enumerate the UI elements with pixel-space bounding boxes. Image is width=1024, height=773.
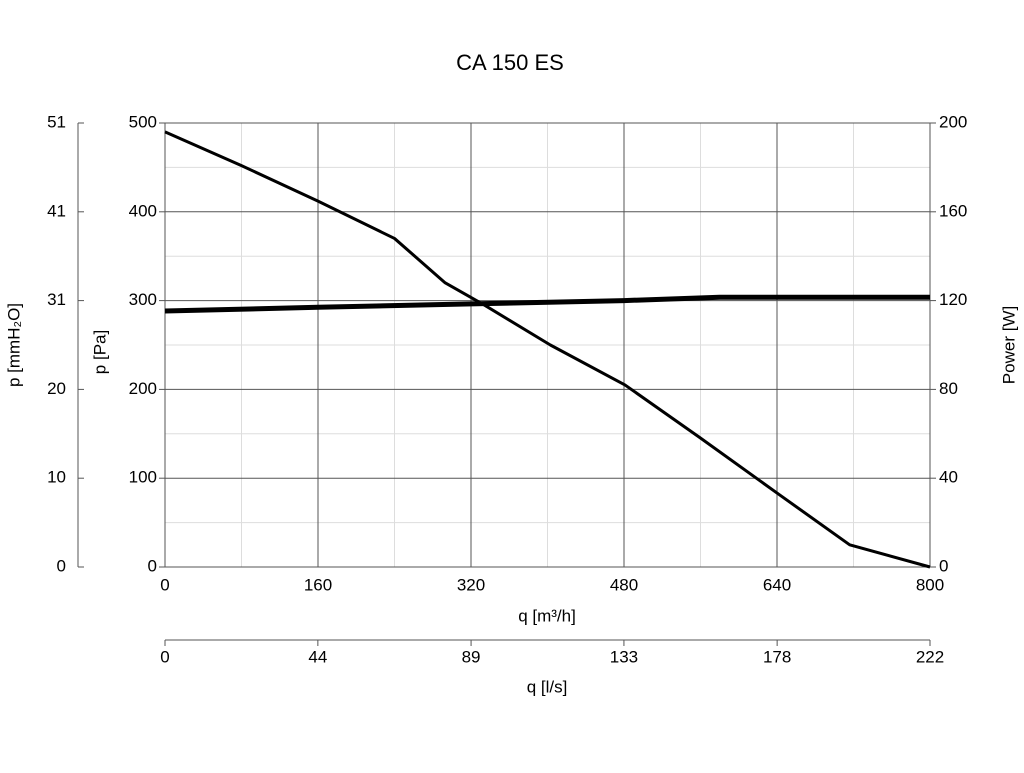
y3-tick-label: 10 xyxy=(47,468,66,487)
x-tick-label: 800 xyxy=(916,575,944,594)
x-tick-label: 160 xyxy=(304,575,332,594)
y-tick-label: 200 xyxy=(129,379,157,398)
y3-axis-label: p [mmH₂O] xyxy=(4,303,23,387)
y2-axis-label: Power [W] xyxy=(999,306,1018,384)
y-tick-label: 0 xyxy=(148,556,157,575)
y3-tick-label: 41 xyxy=(47,201,66,220)
y-tick-label: 400 xyxy=(129,201,157,220)
x2-tick-label: 133 xyxy=(610,647,638,666)
y2-tick-label: 0 xyxy=(939,556,948,575)
y-tick-label: 100 xyxy=(129,468,157,487)
series-line xyxy=(164,294,930,314)
x2-tick-label: 89 xyxy=(462,647,481,666)
y3-tick-label: 0 xyxy=(57,556,66,575)
chart-title: CA 150 ES xyxy=(456,50,564,75)
x2-tick-label: 222 xyxy=(916,647,944,666)
x-tick-label: 320 xyxy=(457,575,485,594)
x2-axis-label: q [l/s] xyxy=(527,677,568,696)
x-axis-label: q [m³/h] xyxy=(518,606,576,625)
y2-tick-label: 120 xyxy=(939,290,967,309)
x-tick-label: 480 xyxy=(610,575,638,594)
x-tick-label: 640 xyxy=(763,575,791,594)
y-tick-label: 500 xyxy=(129,112,157,131)
x-tick-label: 0 xyxy=(160,575,169,594)
x2-tick-label: 178 xyxy=(763,647,791,666)
y-axis-label: p [Pa] xyxy=(90,330,109,374)
x2-tick-label: 44 xyxy=(308,647,327,666)
series-line xyxy=(164,130,931,569)
y3-tick-label: 51 xyxy=(47,112,66,131)
x2-tick-label: 0 xyxy=(160,647,169,666)
y3-tick-label: 20 xyxy=(47,379,66,398)
y3-tick-label: 31 xyxy=(47,290,66,309)
y-tick-label: 300 xyxy=(129,290,157,309)
y2-tick-label: 200 xyxy=(939,112,967,131)
y2-tick-label: 80 xyxy=(939,379,958,398)
y2-tick-label: 40 xyxy=(939,468,958,487)
y2-tick-label: 160 xyxy=(939,201,967,220)
